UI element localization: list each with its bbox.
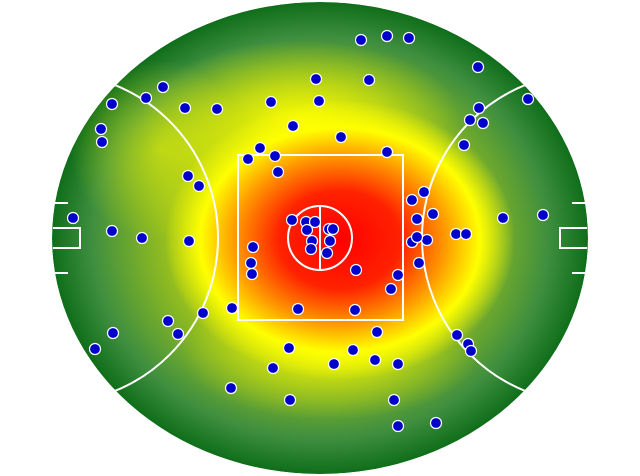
point [291, 302, 305, 316]
point [349, 263, 363, 277]
point [536, 208, 550, 222]
point [156, 80, 170, 94]
point [161, 314, 175, 328]
point [286, 119, 300, 133]
point [496, 211, 510, 225]
point [463, 113, 477, 127]
point [323, 234, 337, 248]
point [105, 224, 119, 238]
point [391, 357, 405, 371]
point [245, 267, 259, 281]
point [246, 240, 260, 254]
point [412, 256, 426, 270]
point [285, 213, 299, 227]
point [171, 327, 185, 341]
point [95, 135, 109, 149]
point [476, 116, 490, 130]
point [264, 95, 278, 109]
point [178, 101, 192, 115]
point [426, 207, 440, 221]
point [471, 60, 485, 74]
point [308, 215, 322, 229]
point [346, 343, 360, 357]
point [384, 282, 398, 296]
point [368, 353, 382, 367]
point [380, 29, 394, 43]
point [241, 152, 255, 166]
point [105, 97, 119, 111]
point [391, 268, 405, 282]
point [420, 233, 434, 247]
point [94, 122, 108, 136]
point [224, 381, 238, 395]
point [106, 326, 120, 340]
point [417, 185, 431, 199]
point [253, 141, 267, 155]
point [405, 193, 419, 207]
point [182, 234, 196, 248]
point [309, 72, 323, 86]
point [354, 33, 368, 47]
point [410, 212, 424, 226]
point [88, 342, 102, 356]
point [225, 301, 239, 315]
point [139, 91, 153, 105]
point [196, 306, 210, 320]
point [192, 179, 206, 193]
point [327, 357, 341, 371]
point [66, 211, 80, 225]
point [464, 344, 478, 358]
point [135, 231, 149, 245]
point [282, 341, 296, 355]
point [320, 246, 334, 260]
point [304, 242, 318, 256]
point [283, 393, 297, 407]
point [472, 101, 486, 115]
point [429, 416, 443, 430]
point [326, 222, 340, 236]
point [410, 230, 424, 244]
point [362, 73, 376, 87]
point [244, 256, 258, 270]
point [457, 138, 471, 152]
point [370, 325, 384, 339]
point [181, 169, 195, 183]
point [449, 227, 463, 241]
point [380, 145, 394, 159]
point [387, 393, 401, 407]
point [450, 328, 464, 342]
point [348, 303, 362, 317]
point [266, 361, 280, 375]
point [391, 419, 405, 433]
point [459, 227, 473, 241]
point [271, 165, 285, 179]
point [312, 94, 326, 108]
point [300, 223, 314, 237]
point [210, 102, 224, 116]
point [334, 130, 348, 144]
point [268, 149, 282, 163]
point [521, 92, 535, 106]
point [402, 31, 416, 45]
